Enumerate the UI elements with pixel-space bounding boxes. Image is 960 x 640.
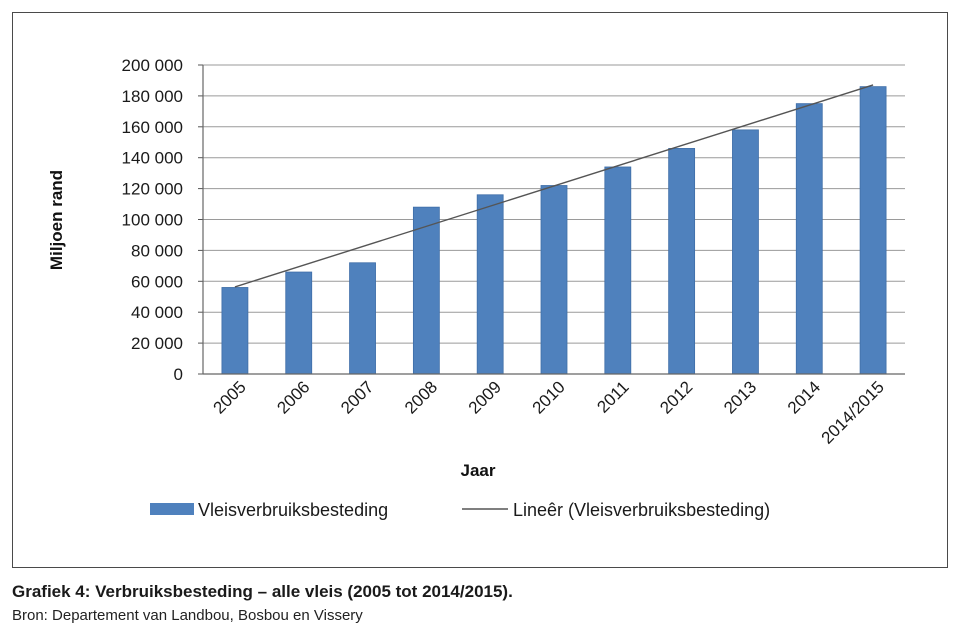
x-axis-title: Jaar xyxy=(461,461,496,480)
bar xyxy=(540,185,568,375)
bar xyxy=(732,129,759,375)
x-tick-label: 2011 xyxy=(593,377,632,416)
y-tick-label: 120 000 xyxy=(122,180,183,199)
bars xyxy=(221,86,887,375)
figure-caption-source: Bron: Departement van Landbou, Bosbou en… xyxy=(12,607,363,624)
y-tick-label: 40 000 xyxy=(131,303,183,322)
legend-bar-label: Vleisverbruiksbesteding xyxy=(198,500,388,520)
x-tick-label: 2006 xyxy=(273,377,313,417)
y-axis-title: Miljoen rand xyxy=(47,170,66,270)
bar xyxy=(795,103,823,375)
y-tick-label: 60 000 xyxy=(131,272,183,291)
trendline-group xyxy=(234,84,874,288)
legend: Vleisverbruiksbesteding Lineêr (Vleisver… xyxy=(150,500,770,520)
y-tick-label: 180 000 xyxy=(122,87,183,106)
x-tick-label: 2014/2015 xyxy=(818,377,888,447)
bar xyxy=(668,148,696,375)
y-tick-label: 20 000 xyxy=(131,334,183,353)
y-tick-label: 100 000 xyxy=(122,211,183,230)
x-tick-label: 2013 xyxy=(720,377,760,417)
x-tick-label: 2007 xyxy=(337,377,377,417)
bar xyxy=(476,194,504,375)
y-tick-label: 200 000 xyxy=(122,56,183,75)
legend-bar-swatch xyxy=(150,503,194,515)
x-tick-label: 2008 xyxy=(401,377,441,417)
x-tick-label: 2009 xyxy=(465,377,505,417)
trendline xyxy=(234,84,874,288)
y-tick-label: 80 000 xyxy=(131,241,183,260)
y-tick-label: 0 xyxy=(174,365,183,384)
figure-caption-title: Grafiek 4: Verbruiksbesteding – alle vle… xyxy=(12,582,513,601)
bar-chart: 0 20 000 40 000 60 000 80 000 100 000 120 000 1… xyxy=(47,56,905,520)
bar xyxy=(349,262,376,375)
x-axis-ticks: 2005 2006 2007 2008 2009 2010 2011 2012 2013 2014… xyxy=(210,377,888,447)
x-tick-label: 2010 xyxy=(529,377,569,417)
bar xyxy=(221,287,249,375)
y-axis-ticks: 0 20 000 40 000 60 000 80 000 100 000 120 000 1… xyxy=(122,56,203,384)
bar xyxy=(604,166,632,375)
legend-trendline-label: Lineêr (Vleisverbruiksbesteding) xyxy=(513,500,770,520)
y-tick-label: 160 000 xyxy=(122,118,183,137)
x-tick-label: 2005 xyxy=(210,377,250,417)
y-tick-label: 140 000 xyxy=(122,149,183,168)
bar xyxy=(859,86,887,375)
x-tick-label: 2014 xyxy=(784,377,824,417)
x-tick-label: 2012 xyxy=(656,377,696,417)
bar xyxy=(285,271,313,375)
bar xyxy=(412,206,440,375)
